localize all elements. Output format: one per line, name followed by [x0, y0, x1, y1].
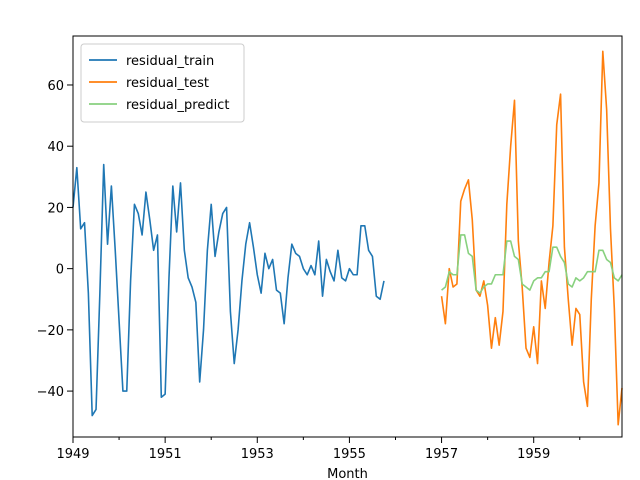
legend-label-residual-test: residual_test: [126, 76, 209, 91]
series-line-residual-test: [440, 50, 623, 426]
x-axis-label: Month: [327, 467, 368, 480]
x-tick-label: 1957: [425, 447, 458, 462]
series-line-residual-predict: [441, 234, 623, 294]
x-tick-label: 1951: [149, 447, 182, 462]
x-tick-label: 1949: [56, 447, 89, 462]
legend-label-residual-predict: residual_predict: [126, 98, 229, 113]
plot-frame: [72, 35, 623, 438]
x-tick-label: 1959: [517, 447, 550, 462]
x-axis: 1949 1951 1953 1955 1957 1959: [56, 437, 581, 462]
series-line-residual-train: [72, 163, 385, 417]
legend-items: residual_train residual_test residual_pred…: [89, 54, 229, 113]
x-tick-label: 1955: [333, 447, 366, 462]
y-tick-label: 20: [47, 201, 64, 216]
y-tick-label: 40: [47, 140, 64, 155]
y-tick-label: −20: [37, 324, 64, 339]
legend-label-residual-train: residual_train: [126, 54, 214, 69]
legend: residual_train residual_test residual_pred…: [80, 43, 245, 123]
y-tick-label: 60: [47, 79, 64, 94]
x-tick-label: 1953: [241, 447, 274, 462]
legend-box: [80, 43, 245, 123]
y-axis: −40 −20 0 20 40 60: [37, 79, 73, 400]
y-tick-label: 0: [56, 263, 64, 278]
y-tick-label: −40: [37, 385, 64, 400]
series-layer: [72, 50, 623, 426]
